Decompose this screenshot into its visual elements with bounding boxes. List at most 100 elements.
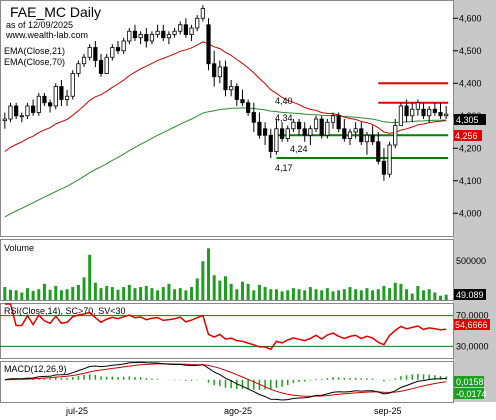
volume-bar [365,288,369,300]
candle-body [2,118,7,122]
volume-bar [416,286,420,300]
candle-body [53,86,58,107]
volume-bar [212,275,216,300]
candle-body [257,121,262,136]
volume-bar [320,290,324,300]
volume-bar [240,281,244,300]
volume-bar [8,289,12,300]
volume-bar [303,290,307,300]
volume-bar [82,277,86,300]
volume-bar [195,278,199,300]
candle-body [342,128,347,139]
volume-bar [359,290,363,300]
volume-bar [144,286,148,300]
volume-bar [246,283,250,300]
candle-body [42,95,47,104]
site-label: www.wealth-lab.com [5,30,88,40]
candle-body [155,30,160,35]
candle-body [121,40,126,52]
candle-body [81,56,87,65]
candle-body [36,95,41,113]
volume-bar [274,289,278,300]
rsi-last-tag: 54,6666 [455,320,488,330]
candle-body [234,86,239,100]
last-price-tag-bg [454,114,486,125]
volume-bar [48,289,52,300]
chart-title: FAE_MC Daily [10,4,101,20]
candle-body [8,105,13,120]
price-tick-label: 4,100 [459,176,482,186]
candle-body [404,105,409,117]
candle-body [393,125,398,146]
candle-body [110,47,115,58]
candle-body [172,30,177,35]
volume-bar [286,290,290,300]
candle-body [263,128,268,136]
annotation-resistance-low: 4,34 [275,113,293,123]
volume-bar [99,288,103,300]
time-label-sep: sep-25 [374,406,402,416]
candle-body [285,128,290,139]
candle-body [302,128,307,136]
candle-body [132,30,138,39]
candle-body [313,118,319,130]
volume-bar [25,288,29,300]
candle-body [376,141,381,162]
candle-body [336,115,341,130]
volume-bar [105,286,109,300]
volume-bar [139,287,143,300]
price-pane-frame [0,0,454,237]
candle-body [438,112,443,117]
macd-tag-bg [454,376,484,387]
ema-short-line [4,41,447,152]
volume-bar [88,254,92,300]
volume-bar [207,248,211,300]
volume-bar [388,288,392,300]
macd-lines [4,361,447,401]
price-tick-label: 4,600 [459,13,482,23]
annotation-support-low: 4,17 [275,163,293,173]
price-tick-label: 4,400 [459,78,482,88]
candlesticks [2,5,449,181]
volume-bar [337,290,341,300]
volume-bar [297,289,301,300]
rsi-line [4,303,447,351]
rsi-tick-label: 30,0000 [456,341,489,351]
volume-bar [93,282,97,300]
volume-bar [218,280,222,300]
rsi-tick-label: 70,0000 [456,311,489,321]
candle-body [178,24,183,32]
candle-body [240,99,245,104]
volume-bar [14,290,18,300]
candle-body [64,95,70,100]
volume-bar [76,284,80,300]
volume-bar [405,289,409,300]
rsi-pane-frame [0,303,454,359]
volume-bar [59,290,63,300]
annotation-support-high: 4,24 [290,144,308,154]
candle-body [444,113,449,117]
candle-body [189,27,194,35]
volume-bar [269,289,273,300]
volume-bar [348,287,352,300]
volume-bar [444,294,448,300]
candle-body [31,105,36,113]
candle-body [387,144,392,175]
volume-bar [342,289,346,300]
candle-body [127,30,132,42]
ema-lines [4,41,447,218]
candle-body [364,134,370,143]
volume-bar [308,287,312,300]
volume-bar [354,289,358,300]
candle-body [330,115,336,123]
macd-last-tag: 0,0158 [456,377,484,387]
volume-bar [54,286,58,300]
candle-body [161,30,166,39]
time-label-jul: jul-25 [65,406,88,416]
macd-line [4,361,447,401]
volume-bar [184,290,188,300]
volume-bar [399,283,403,300]
candle-body [104,56,109,74]
volume-tick-label: 500000 [456,256,486,266]
